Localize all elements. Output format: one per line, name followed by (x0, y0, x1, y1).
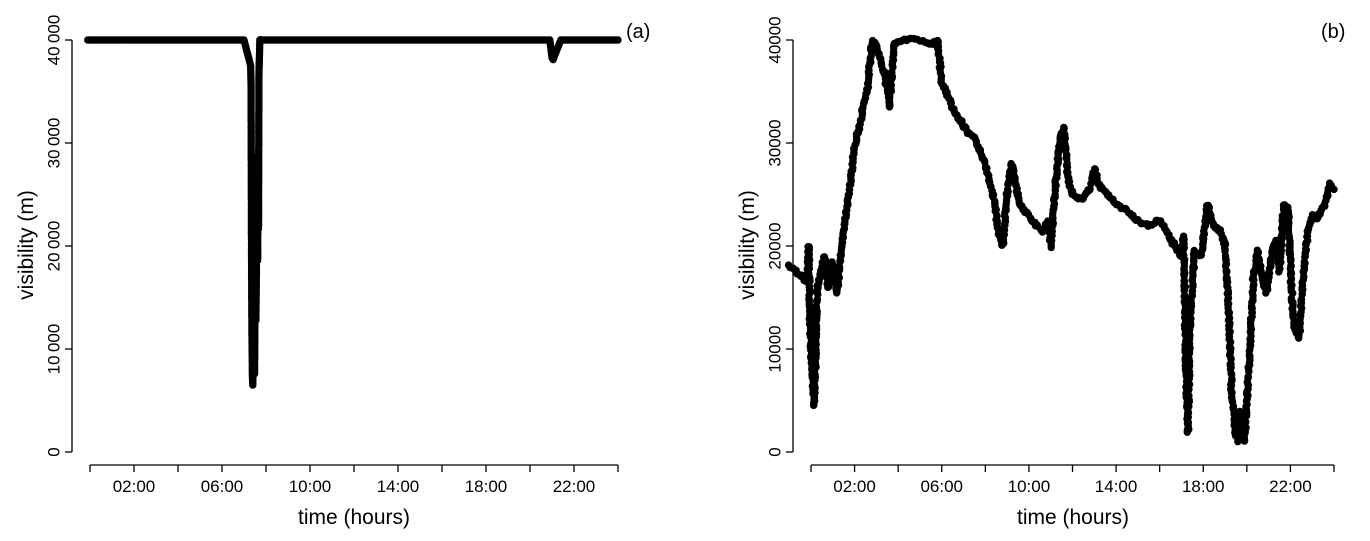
y-axis-title: visibility (m) (736, 190, 759, 300)
y-tick-label: 0 (765, 447, 784, 456)
data-point (1330, 185, 1338, 194)
y-tick-label: 10 000 (44, 324, 63, 375)
y-tick-label: 30000 (765, 119, 784, 166)
x-tick-label: 06:00 (201, 477, 244, 496)
axes: 0 10000 20000 30000 40000 02:00 06:00 10:00 14:0… (765, 16, 1335, 496)
y-tick-label: 30 000 (44, 118, 63, 169)
panel-label: (b) (1321, 21, 1345, 43)
data-marks (784, 34, 1338, 446)
x-tick-label: 10:00 (289, 477, 332, 496)
x-tick-label: 10:00 (1008, 477, 1051, 496)
data-point (1179, 245, 1188, 254)
data-point (614, 36, 622, 44)
x-tick-label: 02:00 (833, 477, 876, 496)
y-tick-label: 40 000 (44, 15, 63, 66)
x-tick-label: 18:00 (465, 477, 508, 496)
y-axis-title: visibility (m) (15, 190, 38, 300)
x-axis-title: time (hours) (298, 506, 410, 529)
x-tick-label: 22:00 (553, 477, 596, 496)
y-tick-label: 10000 (765, 325, 784, 372)
y-tick-label: 40000 (765, 16, 784, 63)
panel-a: (a) visibility (m) time (hours) 0 10 000 2… (15, 15, 650, 529)
axes: 0 10 000 20 000 30 000 40 000 02:00 06:00 10:00… (44, 15, 619, 496)
series-line (87, 39, 618, 386)
y-tick-label: 0 (44, 447, 63, 456)
x-tick-label: 02:00 (113, 477, 156, 496)
series-line (788, 38, 1335, 442)
x-tick-label: 06:00 (920, 477, 963, 496)
x-tick-label: 18:00 (1182, 477, 1225, 496)
x-tick-label: 22:00 (1269, 477, 1312, 496)
x-tick-label: 14:00 (377, 477, 420, 496)
panel-b: (b) visibility (m) time (hours) 0 10000 20… (736, 16, 1345, 529)
x-axis-title: time (hours) (1017, 506, 1129, 529)
x-tick-label: 14:00 (1095, 477, 1138, 496)
y-tick-label: 20 000 (44, 221, 63, 272)
panel-label: (a) (626, 21, 650, 43)
y-tick-label: 20000 (765, 222, 784, 269)
data-marks (84, 36, 622, 389)
